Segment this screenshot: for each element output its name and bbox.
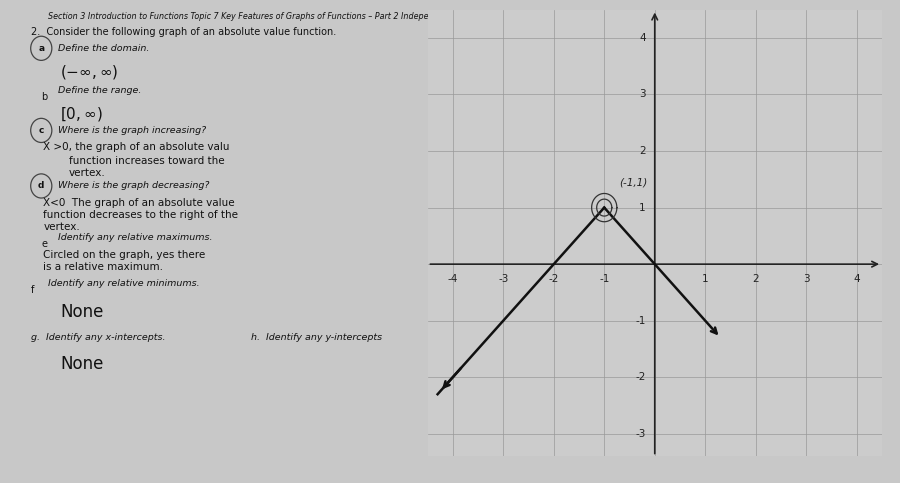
Text: Where is the graph decreasing?: Where is the graph decreasing? [58,182,210,190]
Text: e: e [41,239,48,249]
Text: Identify any relative maximums.: Identify any relative maximums. [58,233,212,242]
Text: -1: -1 [599,274,609,284]
Text: Define the domain.: Define the domain. [58,44,149,53]
Text: 4: 4 [853,274,860,284]
Text: X >0, the graph of an absolute valu: X >0, the graph of an absolute valu [43,142,230,153]
Text: b: b [41,92,48,102]
Text: X<0  The graph of an absolute value: X<0 The graph of an absolute value [43,198,235,208]
Text: vertex.: vertex. [43,222,80,232]
Text: 1: 1 [702,274,708,284]
Text: -4: -4 [447,274,458,284]
Text: function increases toward the: function increases toward the [68,156,224,167]
Text: c: c [39,126,44,135]
Text: (-1,1): (-1,1) [619,178,648,188]
Text: h.  Identify any y-intercepts: h. Identify any y-intercepts [250,333,382,342]
Text: $(-\infty, \infty)$: $(-\infty, \infty)$ [60,63,119,81]
Text: 2.  Consider the following graph of an absolute value function.: 2. Consider the following graph of an ab… [31,27,336,37]
Text: $[0, \infty)$: $[0, \infty)$ [60,105,104,123]
Text: -1: -1 [635,316,645,326]
Text: function decreases to the right of the: function decreases to the right of the [43,210,238,220]
Text: Section 3 Introduction to Functions Topic 7 Key Features of Graphs of Functions : Section 3 Introduction to Functions Topi… [48,12,486,21]
Text: 3: 3 [803,274,810,284]
Text: -3: -3 [498,274,508,284]
Text: 2: 2 [639,146,645,156]
Text: 4: 4 [639,33,645,43]
Text: Where is the graph increasing?: Where is the graph increasing? [58,126,206,135]
Text: None: None [60,303,104,321]
Text: 3: 3 [639,89,645,99]
Text: Circled on the graph, yes there: Circled on the graph, yes there [43,250,205,260]
Text: is a relative maximum.: is a relative maximum. [43,262,164,272]
Text: g.  Identify any x-intercepts.: g. Identify any x-intercepts. [31,333,166,342]
Text: None: None [60,355,104,373]
Text: a: a [38,44,44,53]
Text: f: f [31,285,34,295]
Text: -2: -2 [549,274,559,284]
Text: -3: -3 [635,429,645,439]
Text: Identify any relative minimums.: Identify any relative minimums. [48,279,199,288]
Text: 2: 2 [752,274,759,284]
Text: vertex.: vertex. [68,168,105,178]
Text: d: d [38,182,44,190]
Text: -2: -2 [635,372,645,382]
Text: Define the range.: Define the range. [58,86,141,95]
Text: 1: 1 [639,202,645,213]
